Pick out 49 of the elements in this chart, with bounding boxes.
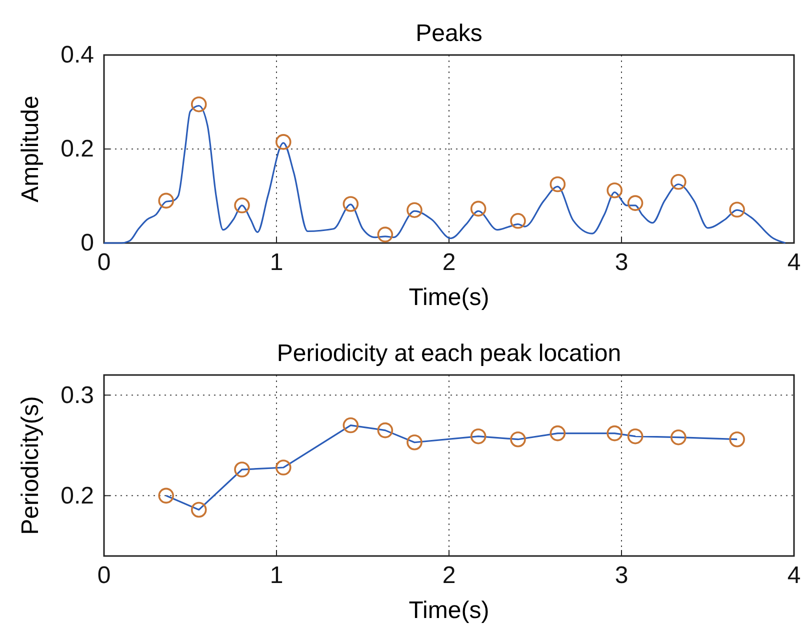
point bbox=[670, 174, 686, 190]
point bbox=[406, 202, 422, 218]
point bbox=[550, 176, 566, 192]
point bbox=[234, 462, 250, 478]
point bbox=[470, 200, 486, 217]
x-tick-label: 2 bbox=[442, 562, 456, 590]
chart-title: Periodicity at each peak location bbox=[276, 340, 622, 367]
y-tick-label: 0.2 bbox=[60, 136, 94, 163]
point bbox=[377, 226, 394, 242]
point bbox=[606, 425, 622, 442]
point bbox=[606, 182, 622, 198]
point bbox=[470, 428, 486, 444]
point bbox=[377, 422, 394, 438]
point bbox=[158, 488, 174, 504]
x-tick-label: 2 bbox=[442, 249, 456, 276]
point bbox=[729, 202, 745, 218]
point bbox=[276, 460, 292, 476]
x-tick-label: 3 bbox=[614, 249, 628, 276]
point bbox=[342, 196, 359, 212]
y-tick-label: 0.4 bbox=[60, 42, 94, 69]
point bbox=[406, 434, 422, 450]
point bbox=[510, 431, 526, 448]
point bbox=[190, 502, 207, 518]
y-axis-title: Periodicity(s) bbox=[17, 396, 44, 535]
point bbox=[342, 417, 359, 434]
chart-title: Peaks bbox=[416, 20, 482, 47]
point bbox=[234, 198, 250, 214]
point bbox=[729, 431, 745, 448]
x-axis-title: Time(s) bbox=[408, 284, 490, 311]
point bbox=[550, 425, 566, 442]
point bbox=[670, 429, 686, 446]
x-tick-label: 4 bbox=[787, 249, 801, 276]
point bbox=[627, 195, 644, 211]
x-tick-label: 0 bbox=[97, 249, 111, 276]
point bbox=[190, 96, 207, 112]
x-tick-label: 4 bbox=[787, 562, 801, 590]
point bbox=[276, 134, 292, 150]
point bbox=[627, 428, 644, 444]
x-tick-label: 3 bbox=[614, 562, 628, 590]
y-tick-label: 0.3 bbox=[60, 382, 94, 409]
x-axis-title: Time(s) bbox=[408, 597, 490, 624]
x-tick-label: 0 bbox=[97, 562, 111, 590]
y-tick-label: 0 bbox=[80, 230, 94, 257]
y-axis-title: Amplitude bbox=[17, 96, 44, 202]
x-tick-label: 1 bbox=[270, 562, 284, 590]
point bbox=[158, 192, 174, 209]
y-tick-label: 0.2 bbox=[60, 482, 94, 510]
point bbox=[510, 213, 526, 229]
x-tick-label: 1 bbox=[270, 249, 284, 276]
